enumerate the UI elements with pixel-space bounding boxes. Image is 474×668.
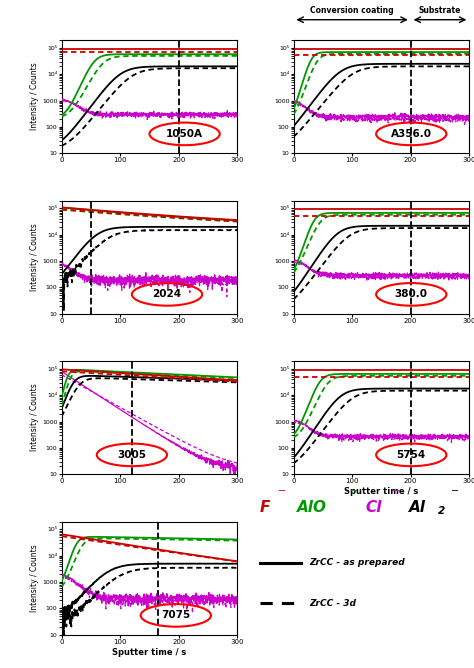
Y-axis label: Intensity / Counts: Intensity / Counts bbox=[30, 63, 39, 130]
Text: −: − bbox=[451, 486, 459, 496]
Y-axis label: Intensity / Counts: Intensity / Counts bbox=[30, 223, 39, 291]
Y-axis label: Intensity / Counts: Intensity / Counts bbox=[30, 544, 39, 612]
Text: F: F bbox=[260, 500, 271, 515]
Y-axis label: Intensity / Counts: Intensity / Counts bbox=[30, 383, 39, 452]
Text: Cl: Cl bbox=[366, 500, 382, 515]
Text: 380.0: 380.0 bbox=[395, 289, 428, 299]
Text: AlO: AlO bbox=[297, 500, 327, 515]
Text: −: − bbox=[392, 486, 400, 496]
Text: −: − bbox=[278, 486, 286, 496]
X-axis label: Sputter time / s: Sputter time / s bbox=[344, 487, 419, 496]
Text: 2024: 2024 bbox=[153, 289, 182, 299]
Text: −: − bbox=[349, 486, 358, 496]
Text: 5754: 5754 bbox=[397, 450, 426, 460]
Text: ZrCC - 3d: ZrCC - 3d bbox=[310, 599, 356, 608]
Text: A356.0: A356.0 bbox=[391, 129, 432, 139]
Text: Substrate: Substrate bbox=[419, 6, 461, 15]
Text: 1050A: 1050A bbox=[166, 129, 203, 139]
Text: 3005: 3005 bbox=[118, 450, 146, 460]
Text: Al: Al bbox=[409, 500, 426, 515]
X-axis label: Sputter time / s: Sputter time / s bbox=[112, 647, 187, 657]
Text: ZrCC - as prepared: ZrCC - as prepared bbox=[310, 558, 405, 567]
Text: 7075: 7075 bbox=[161, 611, 191, 621]
Text: 2: 2 bbox=[438, 506, 445, 516]
Text: Conversion coating: Conversion coating bbox=[310, 6, 394, 15]
